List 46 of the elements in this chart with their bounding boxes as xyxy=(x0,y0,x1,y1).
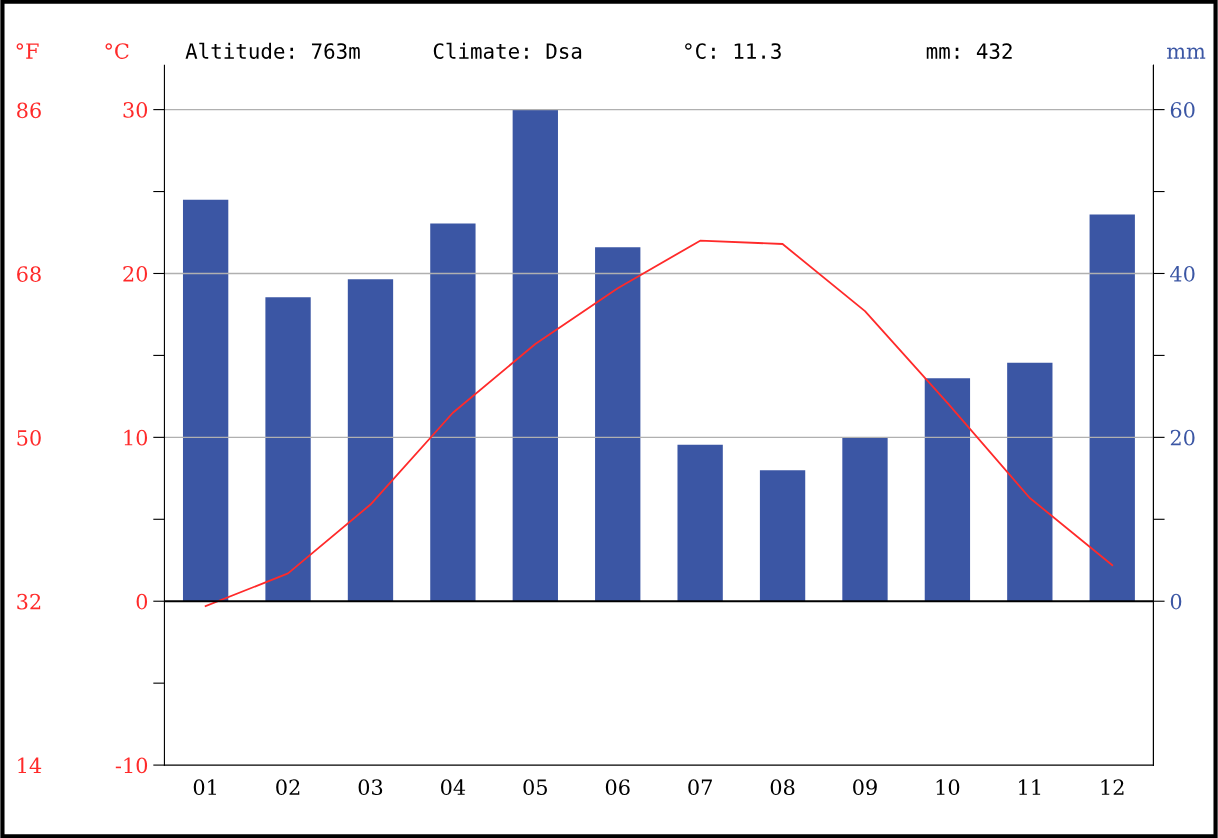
bar xyxy=(182,199,229,602)
bar xyxy=(347,279,394,602)
bar xyxy=(759,470,806,602)
y-tick-label: -10 xyxy=(115,757,148,774)
x-tick-label: 12 xyxy=(1101,779,1124,795)
x-tick-label: 09 xyxy=(853,779,877,796)
x-tick-label: 10 xyxy=(936,779,960,796)
y3-tick-label: 14 xyxy=(18,757,42,774)
x-tick-label: 04 xyxy=(441,779,466,796)
x-tick-label: 07 xyxy=(688,779,712,796)
bar xyxy=(924,378,971,602)
y3-tick-label: 86 xyxy=(17,102,41,119)
bar xyxy=(595,247,641,602)
text: °C: 11.3 xyxy=(685,43,781,59)
y2-tick-label: 20 xyxy=(1170,429,1195,446)
x-tick-label: 01 xyxy=(193,779,216,796)
x-tick-label: 11 xyxy=(1019,779,1041,795)
x-tick-label: 08 xyxy=(770,779,795,796)
y3-tick-label: 50 xyxy=(17,429,41,446)
bar xyxy=(1007,362,1053,602)
x-tick-label: 02 xyxy=(276,779,300,796)
text: mm: 432 xyxy=(926,43,1012,59)
bar xyxy=(1089,214,1135,602)
bar xyxy=(512,109,558,602)
x-tick-label: 06 xyxy=(605,779,630,796)
y2-axis-title: mm xyxy=(1167,47,1206,59)
x-tick-label: 03 xyxy=(358,779,383,796)
x-tick-label: 05 xyxy=(523,779,547,796)
y-axis-title: °C xyxy=(105,43,129,59)
bar xyxy=(677,444,723,602)
bar xyxy=(842,437,888,602)
y2-tick-label: 0 xyxy=(1170,593,1182,610)
bar xyxy=(265,297,311,602)
y-tick-label: 30 xyxy=(123,102,148,118)
y2-tick-label: 40 xyxy=(1170,265,1195,282)
text: Altitude: 763m xyxy=(185,42,360,59)
y-tick-label: 20 xyxy=(123,265,148,282)
y3-tick-label: 68 xyxy=(17,266,41,282)
y3-tick-label: 32 xyxy=(17,593,41,610)
y3-axis-title: °F xyxy=(16,43,39,59)
bar xyxy=(430,223,476,602)
y-tick-label: 0 xyxy=(136,593,148,610)
text: Climate: Dsa xyxy=(433,42,582,59)
y2-tick-label: 60 xyxy=(1170,102,1195,118)
y-tick-label: 10 xyxy=(124,429,148,446)
line-series xyxy=(204,239,1114,608)
